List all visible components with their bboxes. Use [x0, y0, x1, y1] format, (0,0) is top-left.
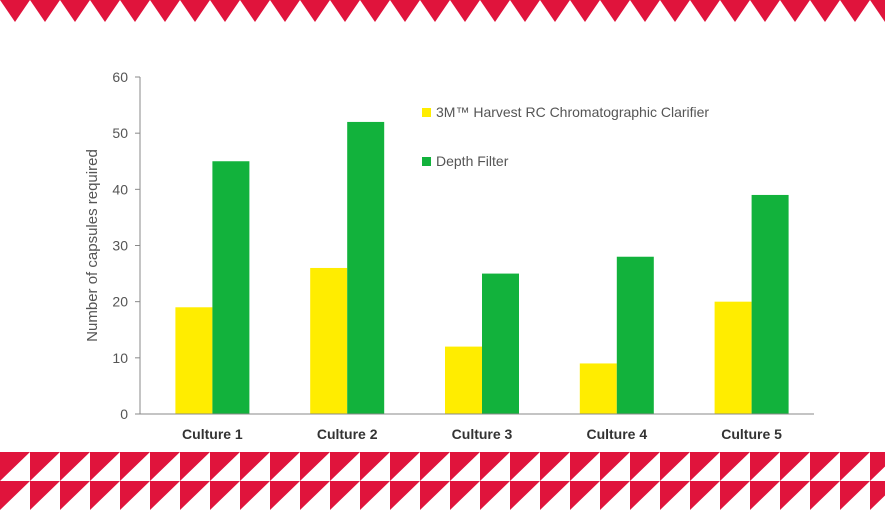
y-axis-ticks: 0 10 20 30 40 50 60: [112, 69, 140, 422]
bar-clarifier: [175, 307, 213, 414]
x-axis-labels: Culture 1 Culture 2 Culture 3 Culture 4 Cult…: [182, 426, 782, 442]
y-tick-label: 60: [112, 69, 128, 85]
top-decorative-band: [0, 0, 885, 22]
x-tick-label: Culture 1: [182, 426, 243, 442]
bars: [175, 121, 789, 414]
x-tick-label: Culture 3: [452, 426, 513, 442]
x-tick-label: Culture 4: [586, 426, 647, 442]
bar-depth-filter: [751, 194, 789, 414]
y-tick-label: 10: [112, 350, 128, 366]
bar-clarifier: [310, 267, 348, 414]
y-tick-label: 20: [112, 294, 128, 310]
legend-swatch: [422, 108, 431, 117]
bar-depth-filter: [212, 161, 250, 414]
bar-depth-filter: [482, 273, 519, 414]
bottom-decorative-band: [0, 452, 885, 510]
legend: 3M™ Harvest RC Chromatographic Clarifier…: [422, 104, 709, 169]
y-axis-title: Number of capsules required: [84, 149, 101, 342]
bar-clarifier: [714, 301, 752, 414]
bar-depth-filter: [347, 121, 385, 414]
bar-clarifier: [445, 346, 482, 414]
y-tick-label: 50: [112, 125, 128, 141]
legend-label: 3M™ Harvest RC Chromatographic Clarifier: [436, 104, 709, 120]
y-tick-label: 30: [112, 238, 128, 254]
bar-depth-filter: [616, 256, 654, 414]
bar-clarifier: [579, 363, 617, 414]
legend-label: Depth Filter: [436, 153, 509, 169]
x-tick-label: Culture 5: [721, 426, 782, 442]
x-tick-label: Culture 2: [317, 426, 378, 442]
y-tick-label: 40: [112, 181, 128, 197]
y-tick-label: 0: [120, 406, 128, 422]
legend-swatch: [422, 157, 431, 166]
